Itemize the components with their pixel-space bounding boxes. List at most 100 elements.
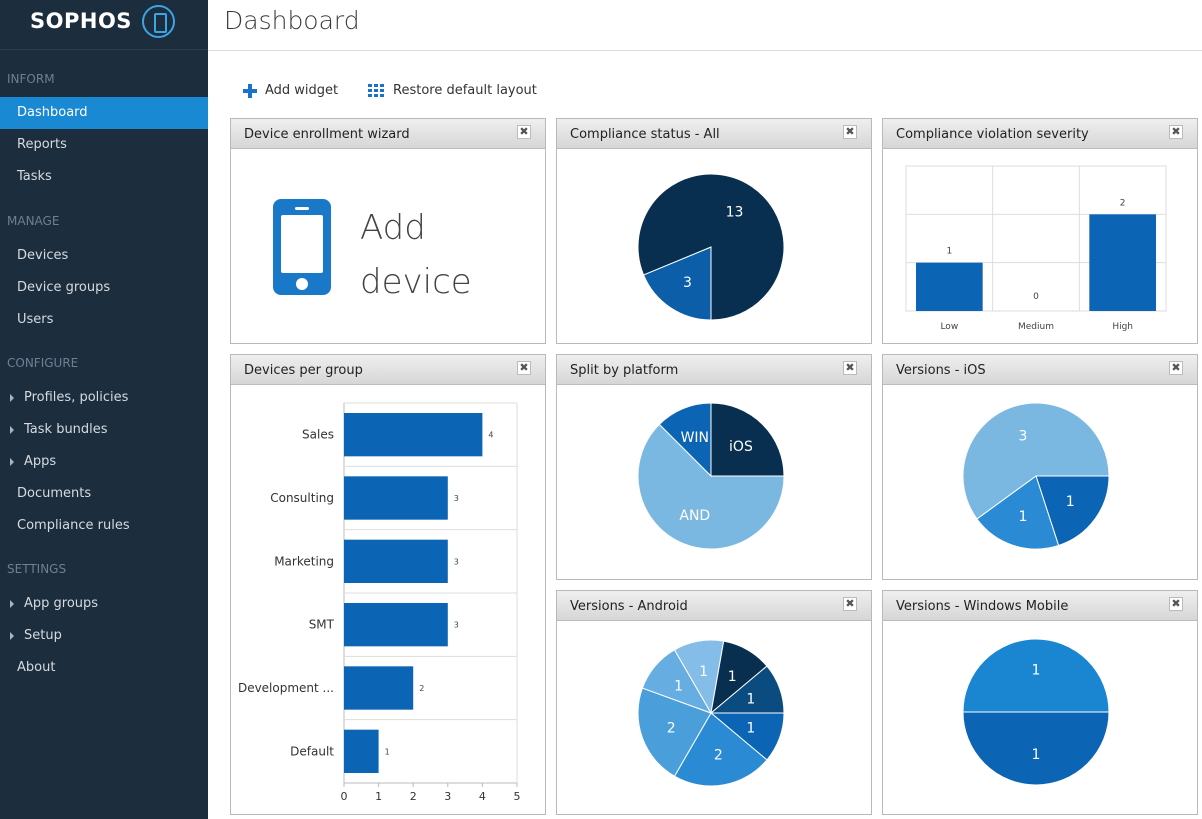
- sidebar-item-task-bundles[interactable]: Task bundles: [0, 414, 208, 446]
- sidebar-item-setup[interactable]: Setup: [0, 620, 208, 652]
- sidebar-item-label: Setup: [24, 628, 62, 643]
- pie-slice[interactable]: [962, 638, 1110, 713]
- sidebar-item-label: Apps: [24, 454, 57, 469]
- pie-slice[interactable]: [637, 173, 785, 321]
- bar[interactable]: [344, 603, 448, 647]
- widget-title: Versions - Windows Mobile: [896, 599, 1069, 614]
- pie-slice-label: 1: [1032, 663, 1041, 679]
- category-label: Consulting: [270, 491, 334, 505]
- severity-bar-chart: 1 Low 0 Medium 2 High: [905, 165, 1167, 332]
- caret-right-icon: [10, 600, 14, 608]
- ios-versions-pie-chart: 1 1 3: [962, 402, 1110, 550]
- widget-header[interactable]: Versions - Windows Mobile ✖: [883, 591, 1197, 621]
- close-icon[interactable]: ✖: [1169, 597, 1183, 611]
- category-label: Medium: [1018, 322, 1054, 332]
- bar-value-label: 3: [454, 494, 459, 503]
- widget-header[interactable]: Device enrollment wizard ✖: [231, 119, 545, 149]
- sidebar-item-apps[interactable]: Apps: [0, 446, 208, 478]
- widget-title: Compliance status - All: [570, 127, 720, 142]
- sidebar-item-dashboard[interactable]: Dashboard: [0, 97, 208, 129]
- sidebar-item-device-groups[interactable]: Device groups: [0, 272, 208, 304]
- widget-violation-severity: Compliance violation severity ✖ 1 Low 0 Med…: [882, 118, 1198, 344]
- add-device-link[interactable]: Add device: [360, 201, 510, 309]
- caret-right-icon: [10, 632, 14, 640]
- close-icon[interactable]: ✖: [517, 125, 531, 139]
- pie-slice[interactable]: [962, 711, 1110, 786]
- widget-split-platform: Split by platform ✖ AND WIN iOS: [556, 354, 872, 580]
- bar[interactable]: [344, 413, 483, 457]
- close-icon[interactable]: ✖: [843, 125, 857, 139]
- pie-slice[interactable]: [962, 402, 1110, 520]
- sidebar-item-label: Dashboard: [17, 105, 88, 120]
- nav-section-title: CONFIGURE: [7, 356, 79, 370]
- pie-slice[interactable]: [637, 687, 712, 777]
- category-label: Low: [940, 322, 958, 332]
- pie-slice[interactable]: [1035, 475, 1110, 547]
- sidebar-item-label: Compliance rules: [17, 518, 130, 533]
- sidebar-item-documents[interactable]: Documents: [0, 478, 208, 510]
- sidebar-item-reports[interactable]: Reports: [0, 129, 208, 161]
- close-icon[interactable]: ✖: [1169, 125, 1183, 139]
- close-icon[interactable]: ✖: [1169, 361, 1183, 375]
- bar[interactable]: [916, 262, 983, 311]
- widget-header[interactable]: Compliance violation severity ✖: [883, 119, 1197, 149]
- bar-value-label: 1: [385, 747, 390, 756]
- sidebar-item-app-groups[interactable]: App groups: [0, 588, 208, 620]
- widget-header[interactable]: Split by platform ✖: [557, 355, 871, 385]
- pie-slice-label: 1: [728, 669, 737, 685]
- pie-slice[interactable]: [673, 712, 768, 787]
- sidebar-item-profiles-policies[interactable]: Profiles, policies: [0, 382, 208, 414]
- sidebar-item-compliance-rules[interactable]: Compliance rules: [0, 510, 208, 542]
- pie-slice-label: 1: [1032, 747, 1041, 763]
- x-tick-label: 1: [375, 790, 382, 803]
- sidebar-item-label: Reports: [17, 137, 67, 152]
- bar-value-label: 0: [1033, 292, 1039, 302]
- bar[interactable]: [344, 539, 448, 583]
- close-icon[interactable]: ✖: [843, 597, 857, 611]
- add-widget-button[interactable]: Add widget: [243, 82, 338, 100]
- bar[interactable]: [344, 666, 414, 710]
- sidebar-item-label: Devices: [17, 248, 69, 263]
- sidebar-item-label: Task bundles: [24, 422, 108, 437]
- widget-header[interactable]: Compliance status - All ✖: [557, 119, 871, 149]
- widget-header[interactable]: Devices per group ✖: [231, 355, 545, 385]
- widget-compliance-status: Compliance status - All ✖ 3 13: [556, 118, 872, 344]
- x-tick-label: 2: [410, 790, 417, 803]
- widget-title: Versions - Android: [570, 599, 688, 614]
- pie-slice[interactable]: [709, 665, 785, 714]
- sidebar-item-devices[interactable]: Devices: [0, 240, 208, 272]
- widget-title: Device enrollment wizard: [244, 127, 410, 142]
- category-label: Default: [290, 744, 334, 758]
- sidebar-item-about[interactable]: About: [0, 652, 208, 684]
- pie-slice-label: 2: [667, 720, 676, 736]
- sidebar-item-users[interactable]: Users: [0, 304, 208, 336]
- platform-pie-chart: AND WIN iOS: [637, 402, 785, 550]
- sidebar: SOPHOS INFORM Dashboard Reports Tasks MANAGE…: [0, 0, 208, 819]
- bar-value-label: 3: [454, 621, 459, 630]
- close-icon[interactable]: ✖: [517, 361, 531, 375]
- widget-devices-per-group: Devices per group ✖ 0 1 2 3 4 5 4 Sales 3 Consult…: [230, 354, 546, 815]
- devices-per-group-chart: 0 1 2 3 4 5 4 Sales 3 Consulting 3 Marketing 3 SMT 2 De…: [238, 402, 521, 803]
- bar[interactable]: [344, 476, 448, 520]
- pie-slice[interactable]: [637, 423, 785, 550]
- widget-title: Devices per group: [244, 363, 363, 378]
- restore-layout-button[interactable]: Restore default layout: [368, 82, 537, 100]
- smartphone-icon[interactable]: [273, 199, 331, 295]
- sidebar-item-tasks[interactable]: Tasks: [0, 161, 208, 193]
- close-icon[interactable]: ✖: [843, 361, 857, 375]
- pie-slice[interactable]: [658, 402, 712, 478]
- category-label: Sales: [302, 428, 334, 442]
- bar[interactable]: [344, 729, 379, 773]
- pie-slice[interactable]: [710, 402, 785, 477]
- bar[interactable]: [1089, 214, 1156, 311]
- widget-header[interactable]: Versions - Android ✖: [557, 591, 871, 621]
- widget-versions-windows: Versions - Windows Mobile ✖ 1 1: [882, 590, 1198, 815]
- widget-header[interactable]: Versions - iOS ✖: [883, 355, 1197, 385]
- pie-slice-label: 1: [1018, 509, 1027, 525]
- pie-slice-label: 1: [674, 679, 683, 695]
- pie-slice-label: AND: [679, 508, 710, 524]
- plot-area: [905, 165, 1167, 312]
- pie-slice[interactable]: [642, 246, 712, 321]
- pie-slice[interactable]: [976, 475, 1060, 550]
